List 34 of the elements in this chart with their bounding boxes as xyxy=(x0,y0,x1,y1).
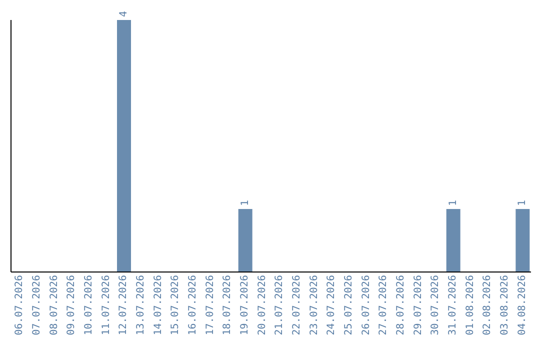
x-tick-label: 30.07.2026 xyxy=(430,275,442,336)
x-tick-label: 13.07.2026 xyxy=(136,275,146,336)
x-tick-label: 26.07.2026 xyxy=(360,275,372,336)
x-tick-label: 29.07.2026 xyxy=(412,275,424,336)
x-tick-label: 24.07.2026 xyxy=(326,275,338,336)
x-tick-label: 17.07.2026 xyxy=(204,275,216,336)
x-tick-label: 28.07.2026 xyxy=(396,275,406,336)
x-tick-label: 14.07.2026 xyxy=(152,275,164,336)
x-tick-label: 08.07.2026 xyxy=(48,275,60,336)
x-tick-label: 02.08.2026 xyxy=(482,275,494,336)
x-tick-label: 11.07.2026 xyxy=(100,275,112,336)
x-tick-label: 20.07.2026 xyxy=(256,275,268,336)
x-tick-label: 16.07.2026 xyxy=(188,275,198,336)
x-tick-label: 01.08.2026 xyxy=(464,275,476,336)
x-tick-label: 18.07.2026 xyxy=(222,275,234,336)
x-tick-label: 21.07.2026 xyxy=(274,275,286,336)
x-tick-label: 23.07.2026 xyxy=(308,275,320,336)
data-label: 1 xyxy=(517,200,528,206)
x-tick-label: 10.07.2026 xyxy=(84,275,94,336)
data-label: 1 xyxy=(240,200,251,206)
data-label: 4 xyxy=(118,10,130,17)
x-tick-label: 31.07.2026 xyxy=(448,275,458,336)
x-tick-label: 25.07.2026 xyxy=(344,275,354,336)
x-tick-label: 22.07.2026 xyxy=(292,275,302,336)
x-tick-label: 03.08.2026 xyxy=(500,275,510,336)
x-tick-label: 12.07.2026 xyxy=(118,275,130,336)
x-tick-label: 19.07.2026 xyxy=(240,275,250,336)
data-label: 1 xyxy=(448,200,459,206)
x-tick-label: 09.07.2026 xyxy=(66,275,78,336)
x-tick-label: 06.07.2026 xyxy=(14,275,26,336)
x-tick-label: 04.08.2026 xyxy=(516,275,528,336)
x-tick-label: 07.07.2026 xyxy=(32,275,42,336)
x-tick-label: 15.07.2026 xyxy=(170,275,182,336)
x-tick-label: 27.07.2026 xyxy=(378,275,390,336)
